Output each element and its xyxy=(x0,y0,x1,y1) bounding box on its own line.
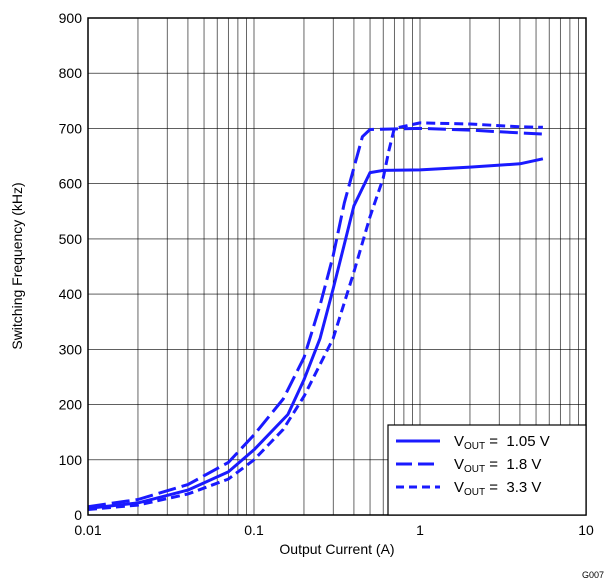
y-tick-label: 400 xyxy=(59,286,83,302)
legend-label-main: V xyxy=(454,479,464,496)
y-tick-label: 300 xyxy=(59,341,83,357)
y-tick-label: 100 xyxy=(59,452,83,468)
y-tick-label: 800 xyxy=(59,65,83,81)
data-series xyxy=(87,121,544,511)
figure-id: G007 xyxy=(582,570,604,580)
series-line-2 xyxy=(87,126,543,509)
legend-label-rest: = 1.8 V xyxy=(485,456,541,473)
y-axis-label: Switching Frequency (kHz) xyxy=(9,182,25,349)
legend-label-main: V xyxy=(454,456,464,473)
y-tick-label: 600 xyxy=(59,176,83,192)
legend-label-main: V xyxy=(454,433,464,450)
x-tick-label: 10 xyxy=(578,522,594,538)
series-line-3 xyxy=(87,121,543,511)
y-tick-label: 900 xyxy=(59,10,83,26)
y-tick-label: 0 xyxy=(74,507,82,523)
legend-label-sub: OUT xyxy=(464,441,485,452)
tick-labels: 0 100 200 300 400 500 600 700 800 900 0.01 0.1 1 10 xyxy=(59,10,594,538)
series-line-1 xyxy=(87,157,544,510)
legend-label-sub: OUT xyxy=(464,464,485,475)
legend-label-3: VOUT = 3.3 V xyxy=(454,479,541,498)
x-tick-label: 0.1 xyxy=(244,522,264,538)
legend-label-sub: OUT xyxy=(464,487,485,498)
y-tick-label: 200 xyxy=(59,397,83,413)
legend-label-2: VOUT = 1.8 V xyxy=(454,456,541,475)
x-axis-label: Output Current (A) xyxy=(279,541,394,557)
legend-label-rest: = 3.3 V xyxy=(485,479,541,496)
x-tick-label: 0.01 xyxy=(74,522,101,538)
plot-frame xyxy=(87,17,587,516)
y-tick-label: 700 xyxy=(59,120,83,136)
legend-label-1: VOUT = 1.05 V xyxy=(454,433,550,452)
legend-label-rest: = 1.05 V xyxy=(485,433,550,450)
y-tick-label: 500 xyxy=(59,231,83,247)
x-tick-label: 1 xyxy=(416,522,424,538)
